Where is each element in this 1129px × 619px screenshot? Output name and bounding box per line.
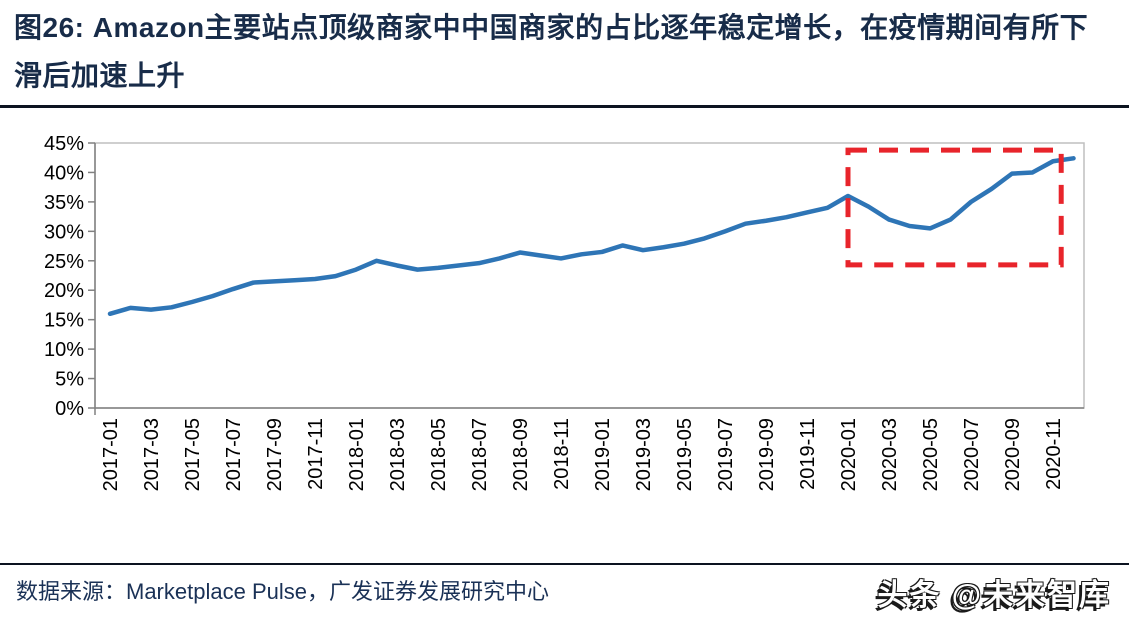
x-axis-label: 2017-11 (305, 418, 327, 490)
figure-title: 图26: Amazon主要站点顶级商家中中国商家的占比逐年稳定增长，在疫情期间有… (14, 12, 1089, 91)
y-axis-label: 25% (44, 251, 84, 273)
x-axis-label: 2018-09 (510, 418, 532, 491)
x-axis-label: 2018-07 (469, 418, 491, 491)
x-axis-label: 2019-07 (715, 418, 737, 491)
x-axis-label: 2018-05 (428, 418, 450, 491)
line-chart: 0% 5% 10% 15% 20% 25% 30% 35% 40% 45% 2017-01 2017-… (44, 133, 1085, 491)
data-source: 数据来源：Marketplace Pulse，广发证券发展研究中心 (16, 579, 549, 604)
highlight-box (845, 147, 1064, 268)
x-axis-label: 2020-11 (1043, 418, 1065, 490)
x-axis-label: 2019-01 (592, 418, 614, 491)
y-axis-label: 40% (44, 162, 84, 184)
x-axis-label: 2019-03 (633, 418, 655, 491)
plot-border (94, 142, 1085, 409)
y-axis-label: 20% (44, 280, 84, 302)
footer-divider (0, 563, 1129, 565)
x-axis-label: 2020-05 (920, 418, 942, 491)
x-axis-label: 2017-05 (182, 418, 204, 491)
y-axis-label: 30% (44, 221, 84, 243)
x-axis-label: 2019-05 (674, 418, 696, 491)
y-axis-label: 35% (44, 192, 84, 214)
watermark: 头条 @未来智库 (877, 579, 1111, 612)
x-axis-label: 2020-09 (1002, 418, 1024, 491)
x-axis-label: 2018-03 (387, 418, 409, 491)
x-axis-label: 2019-09 (756, 418, 778, 491)
title-divider (0, 105, 1129, 108)
y-axis-label: 10% (44, 339, 84, 361)
y-axis-label: 15% (44, 310, 84, 332)
x-axis-label: 2020-07 (961, 418, 983, 491)
x-axis-label: 2019-11 (797, 418, 819, 490)
x-axis-label: 2017-09 (264, 418, 286, 491)
y-axis-label: 0% (55, 398, 84, 420)
x-axis-label: 2017-01 (100, 418, 122, 491)
x-axis-label: 2018-11 (551, 418, 573, 490)
x-axis-label: 2020-01 (838, 418, 860, 491)
y-axis-label: 45% (44, 133, 84, 155)
data-line (107, 156, 1076, 317)
x-axis-label: 2020-03 (879, 418, 901, 491)
y-axis-label: 5% (55, 369, 84, 391)
x-axis-label: 2017-03 (141, 418, 163, 491)
x-axis-label: 2017-07 (223, 418, 245, 491)
x-axis-label: 2018-01 (346, 418, 368, 491)
